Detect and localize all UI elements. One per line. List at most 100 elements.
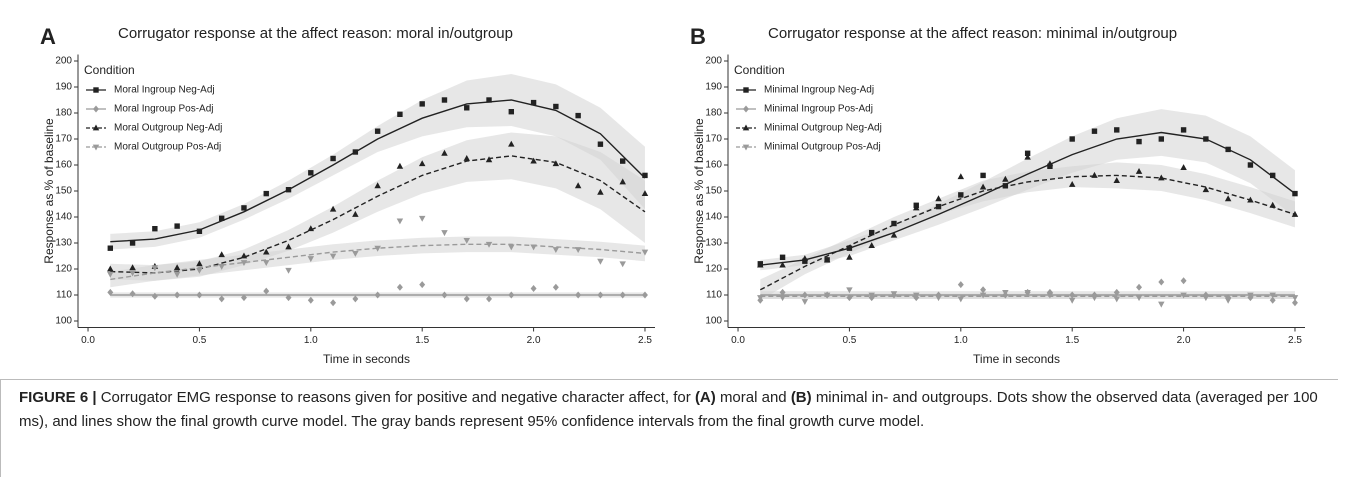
legend-marker: [743, 105, 749, 113]
point: [508, 291, 515, 299]
y-tick-label: 160: [705, 160, 722, 171]
point: [641, 190, 649, 197]
point: [642, 172, 648, 179]
point: [241, 205, 247, 211]
x-tick-label: 2.0: [1177, 335, 1191, 346]
y-tick-label: 180: [705, 108, 722, 119]
point: [935, 295, 942, 302]
point: [107, 265, 114, 272]
point: [801, 255, 809, 262]
point: [1068, 180, 1076, 187]
point: [979, 292, 987, 299]
point: [241, 294, 247, 302]
y-tick-label: 160: [55, 160, 72, 171]
point: [464, 105, 470, 111]
point: [1224, 297, 1232, 304]
point: [552, 247, 560, 254]
point: [1247, 196, 1254, 203]
point: [779, 288, 786, 296]
point: [396, 283, 403, 291]
caption-text: Corrugator EMG response to reasons given…: [100, 389, 691, 406]
x-tick-label: 2.0: [527, 335, 541, 346]
point: [597, 291, 604, 299]
point: [151, 292, 158, 300]
point: [151, 265, 159, 272]
point: [129, 240, 136, 246]
point: [1180, 277, 1187, 285]
point: [352, 210, 359, 217]
point: [846, 253, 853, 260]
point: [441, 97, 448, 103]
point: [329, 253, 337, 260]
point: [619, 178, 626, 185]
point: [979, 183, 987, 190]
point: [575, 112, 581, 119]
caption-text: moral and: [719, 389, 787, 406]
y-tick-label: 150: [55, 186, 72, 197]
point: [240, 252, 248, 259]
legend-marker: [92, 144, 100, 151]
legend-marker: [93, 105, 99, 113]
panel-letter: A: [40, 24, 56, 49]
point: [574, 182, 582, 189]
point: [441, 291, 448, 299]
point: [307, 225, 315, 232]
y-tick-label: 120: [705, 264, 722, 275]
legend-marker: [742, 124, 750, 131]
point: [779, 254, 786, 260]
point: [575, 291, 582, 299]
x-tick-label: 0.5: [842, 335, 856, 346]
point: [419, 101, 425, 107]
point: [307, 256, 315, 263]
chart-title: Corrugator response at the affect reason…: [118, 25, 513, 42]
point: [801, 299, 809, 306]
y-tick-label: 120: [55, 264, 72, 275]
confidence-band: [110, 236, 645, 288]
point: [1269, 296, 1276, 304]
point: [779, 261, 786, 268]
point: [374, 291, 381, 299]
point: [868, 242, 875, 249]
point: [330, 155, 336, 162]
x-tick-label: 1.5: [415, 335, 429, 346]
point: [1203, 136, 1209, 142]
x-tick-label: 1.5: [1065, 335, 1079, 346]
point: [107, 271, 114, 278]
y-tick-label: 170: [705, 134, 722, 145]
point: [552, 160, 560, 167]
point: [1091, 128, 1098, 134]
point: [285, 187, 292, 193]
point: [1202, 295, 1210, 302]
legend-label: Moral Outgroup Neg-Adj: [114, 123, 222, 134]
point: [396, 218, 404, 225]
point: [1069, 136, 1075, 142]
point: [1136, 283, 1142, 291]
point: [263, 190, 269, 197]
point: [352, 250, 359, 257]
point: [173, 271, 181, 278]
legend-title: Condition: [84, 63, 135, 77]
point: [463, 295, 470, 303]
y-tick-label: 190: [55, 82, 72, 93]
point: [1046, 292, 1054, 299]
point: [374, 245, 381, 252]
legend-label: Moral Ingroup Neg-Adj: [114, 85, 215, 96]
point: [823, 256, 831, 263]
y-tick-label: 130: [705, 238, 722, 249]
y-tick-label: 200: [705, 56, 722, 67]
point: [1247, 292, 1254, 299]
point: [285, 267, 292, 274]
point: [890, 291, 898, 298]
point: [218, 215, 225, 221]
point: [779, 295, 786, 302]
point: [846, 294, 853, 302]
point: [552, 283, 559, 291]
point: [957, 281, 964, 289]
point: [1269, 292, 1276, 299]
point: [486, 97, 492, 103]
point: [1135, 167, 1143, 174]
point: [107, 288, 114, 296]
point: [196, 260, 203, 267]
figure: A Corrugator response at the affect reaso…: [40, 24, 1305, 366]
